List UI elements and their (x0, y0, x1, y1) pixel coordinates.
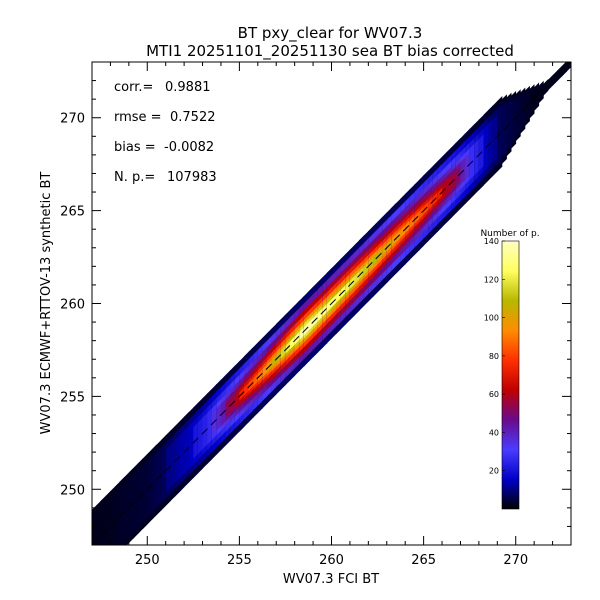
density-cell (197, 417, 203, 454)
colorbar-tick-label: 120 (484, 275, 499, 284)
density-cell (373, 252, 378, 266)
density-cell (105, 490, 111, 545)
density-cell (280, 345, 286, 359)
density-cell (179, 430, 185, 479)
stat-rmse-value: 0.7522 (170, 110, 216, 125)
density-cell (96, 500, 102, 545)
colorbar-tick-label: 80 (489, 352, 499, 361)
density-cell (234, 388, 240, 409)
density-cell (262, 364, 268, 378)
x-tick-label: 250 (135, 553, 160, 568)
chart-subtitle: MTI1 20251101_20251130 sea BT bias corre… (146, 42, 514, 61)
density-cell (299, 326, 305, 341)
colorbar-tick-label: 40 (489, 428, 499, 437)
stat-bias-value: -0.0082 (164, 140, 214, 155)
density-cell (271, 354, 277, 368)
y-tick-label: 265 (60, 205, 85, 220)
density-cloud (74, 62, 571, 599)
density-cell (115, 488, 120, 545)
density-cell (354, 271, 360, 285)
density-cell (142, 461, 148, 522)
colorbar-tick-label: 20 (489, 467, 499, 476)
stat-corr-label: corr.= (114, 80, 153, 95)
density-cell (110, 486, 116, 545)
colorbar-tick-label: 100 (484, 314, 499, 323)
density-cell (188, 421, 194, 469)
density-cell (317, 308, 323, 322)
density-cell (308, 317, 314, 331)
chart-title: BT pxy_clear for WV07.3 (238, 24, 423, 43)
density-cell (326, 299, 332, 313)
y-axis-ticks: 250 255 260 265 270 (60, 61, 571, 546)
x-tick-label: 270 (503, 553, 528, 568)
density-cell (83, 514, 88, 590)
colorbar-tick-label: 140 (484, 237, 499, 246)
density-cell (336, 289, 342, 303)
density-cell (419, 206, 424, 220)
x-tick-label: 265 (411, 553, 436, 568)
density-cell (244, 382, 249, 396)
density-cell (290, 336, 295, 350)
density-cell (382, 243, 388, 257)
density-cell (216, 403, 222, 431)
stat-bias-label: bias = (114, 140, 156, 155)
y-tick-label: 255 (60, 390, 85, 405)
density-cell (151, 451, 157, 513)
x-axis-label: WV07.3 FCI BT (283, 572, 379, 587)
y-tick-label: 260 (60, 298, 85, 313)
density-cell (133, 470, 139, 532)
density-cell (566, 62, 571, 72)
one-to-one-line (92, 62, 571, 545)
colorbar-title: Number of p. (480, 229, 539, 239)
density-cell (74, 523, 79, 599)
stat-corr-value: 0.9881 (165, 80, 211, 95)
colorbar-ramp (501, 240, 520, 510)
y-tick-label: 270 (60, 112, 85, 127)
y-axis-label: WV07.3 ECMWF+RTTOV-13 synthetic BT (39, 172, 54, 435)
x-tick-label: 255 (227, 553, 252, 568)
density-cell (170, 439, 176, 488)
y-tick-label: 250 (60, 483, 85, 498)
x-tick-label: 260 (319, 553, 344, 568)
density-cell (409, 215, 415, 229)
density-cell (345, 280, 351, 294)
stat-np-label: N. p.= (114, 170, 155, 185)
density-cell (225, 397, 231, 418)
density-cell (400, 224, 406, 238)
density-cell (124, 479, 130, 541)
density-cell (253, 373, 259, 387)
density-cell (78, 519, 83, 595)
stat-rmse-label: rmse = (114, 110, 162, 125)
colorbar-tick-label: 60 (489, 390, 499, 399)
density-cell (161, 442, 167, 504)
density-cell (428, 196, 434, 211)
density-cell (363, 261, 369, 276)
stat-np-value: 107983 (167, 170, 217, 185)
density-cell (207, 408, 213, 445)
density-cell (92, 504, 97, 545)
stats-box: corr.= 0.9881 rmse = 0.7522 bias = -0.00… (114, 80, 217, 185)
x-axis-ticks: 250 255 260 265 270 (91, 62, 572, 568)
density-cell (391, 234, 397, 248)
colorbar: Number of p. 20 40 60 80 100 120 140 (480, 229, 540, 510)
colorbar-ticks: 20 40 60 80 100 120 140 (484, 237, 505, 476)
